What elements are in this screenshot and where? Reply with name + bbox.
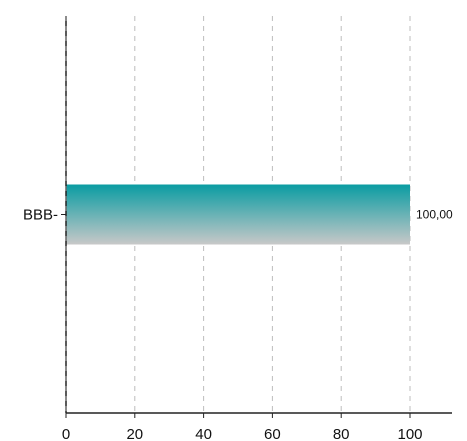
data-label: 100,00 [416,208,453,222]
x-tick-label: 20 [126,426,143,441]
x-tick-label: 80 [333,426,350,441]
x-tick-label: 60 [264,426,281,441]
grid-lines [134,16,411,413]
x-tick-label: 100 [397,426,422,441]
axes [61,16,452,418]
bars [66,184,410,245]
x-tick-label: 0 [62,426,70,441]
y-tick-label: BBB- [23,207,58,224]
x-tick-label: 40 [195,426,212,441]
labels: BBB- 100,00 0 20 40 60 80 100 [23,207,453,441]
bar-bbb- [66,184,410,245]
